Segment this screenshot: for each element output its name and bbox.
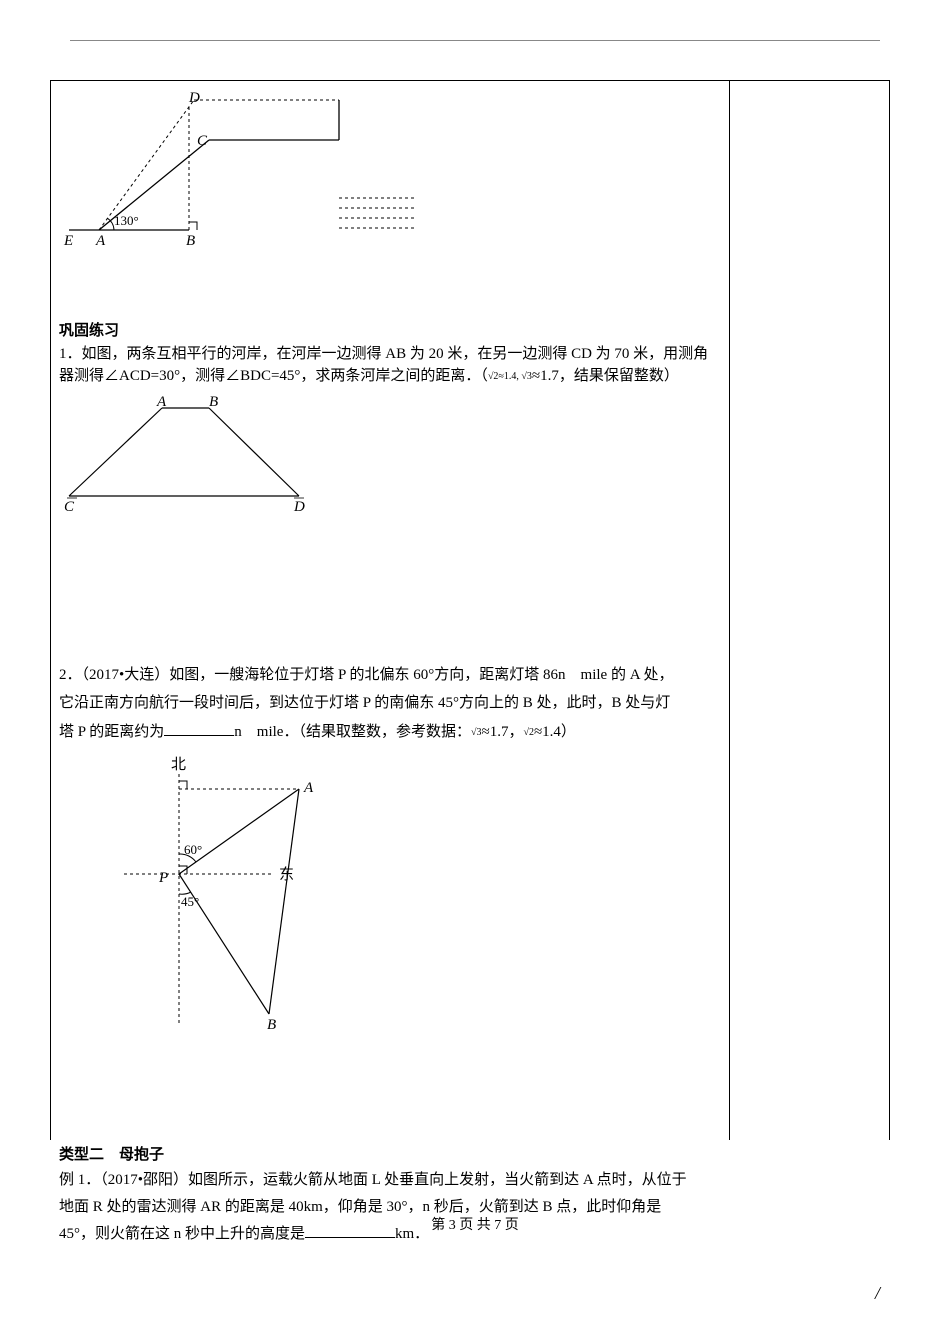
figure-3: 北 东 P A B 60° 45° bbox=[119, 754, 721, 1034]
figure-2-svg: A B C D bbox=[59, 396, 319, 511]
label-D: D bbox=[188, 90, 200, 106]
blank-1 bbox=[164, 721, 234, 736]
prob1-line-a: 1．如图，两条互相平行的河岸，在河岸一边测得 AB 为 20 米，在另一边测得 … bbox=[59, 346, 708, 362]
prob1-note: √2≈1.4, √3 bbox=[488, 371, 532, 382]
label-E: E bbox=[63, 233, 73, 249]
angle-45: 45° bbox=[181, 894, 199, 909]
label-north: 北 bbox=[171, 756, 186, 773]
prob2-note1: √3 bbox=[471, 727, 482, 738]
problem-1: 1．如图，两条互相平行的河岸，在河岸一边测得 AB 为 20 米，在另一边测得 … bbox=[59, 343, 721, 388]
section-2-title: 类型二 母抱子 bbox=[59, 1144, 721, 1167]
problem-2: 2．（2017•大连）如图，一艘海轮位于灯塔 P 的北偏东 60°方向，距离灯塔… bbox=[59, 661, 721, 747]
header-rule bbox=[70, 40, 880, 41]
label-P: P bbox=[158, 870, 168, 886]
angle-130: 130° bbox=[114, 213, 139, 228]
prob2-note2: √2 bbox=[523, 727, 534, 738]
prob2-line-d: n mile．（结果取整数，参考数据： bbox=[234, 724, 471, 740]
problem-3: 例 1．（2017•邵阳）如图所示，运载火箭从地面 L 处垂直向上发射，当火箭到… bbox=[59, 1167, 721, 1248]
label-B2: B bbox=[209, 396, 218, 410]
figure-1: E A B C D 130° bbox=[59, 90, 721, 250]
prob2-line-e: ≈1.7， bbox=[481, 724, 523, 740]
prob3-line-b: 地面 R 处的雷达测得 AR 的距离是 40km，仰角是 30°，n 秒后，火箭… bbox=[59, 1199, 661, 1215]
label-A: A bbox=[95, 233, 106, 249]
prob3-line-a: 例 1．（2017•邵阳）如图所示，运载火箭从地面 L 处垂直向上发射，当火箭到… bbox=[59, 1172, 687, 1188]
label-C2: C bbox=[64, 499, 75, 511]
label-east: 东 bbox=[279, 866, 294, 883]
prob2-line-c: 塔 P 的距离约为 bbox=[59, 724, 164, 740]
prob2-line-a: 2．（2017•大连）如图，一艘海轮位于灯塔 P 的北偏东 60°方向，距离灯塔… bbox=[59, 667, 673, 683]
prob2-line-f: ≈1.4） bbox=[534, 724, 576, 740]
label-C: C bbox=[197, 133, 208, 149]
angle-60: 60° bbox=[184, 842, 202, 857]
content-frame: E A B C D 130° 巩固练习 1．如图，两条互相平行的河岸，在河岸一边… bbox=[50, 80, 890, 1140]
margin-column bbox=[730, 81, 890, 1140]
prob1-line-b: 器测得∠ACD=30°，测得∠BDC=45°，求两条河岸之间的距离．（ bbox=[59, 368, 488, 384]
figure-1-svg: E A B C D 130° bbox=[59, 90, 419, 250]
prob2-line-b: 它沿正南方向航行一段时间后，到达位于灯塔 P 的南偏东 45°方向上的 B 处，… bbox=[59, 695, 670, 711]
footer-slash: / bbox=[875, 1283, 880, 1304]
page-number: 第 3 页 共 7 页 bbox=[0, 1214, 950, 1234]
label-A2: A bbox=[156, 396, 167, 410]
label-B: B bbox=[186, 233, 195, 249]
label-B3: B bbox=[267, 1017, 276, 1033]
figure-2: A B C D bbox=[59, 396, 721, 511]
label-D2: D bbox=[293, 499, 305, 511]
label-A3: A bbox=[303, 780, 314, 796]
section-1-title: 巩固练习 bbox=[59, 320, 721, 343]
main-column: E A B C D 130° 巩固练习 1．如图，两条互相平行的河岸，在河岸一边… bbox=[51, 81, 730, 1140]
prob1-line-c: ≈1.7，结果保留整数） bbox=[532, 368, 679, 384]
figure-3-svg: 北 东 P A B 60° 45° bbox=[119, 754, 339, 1034]
